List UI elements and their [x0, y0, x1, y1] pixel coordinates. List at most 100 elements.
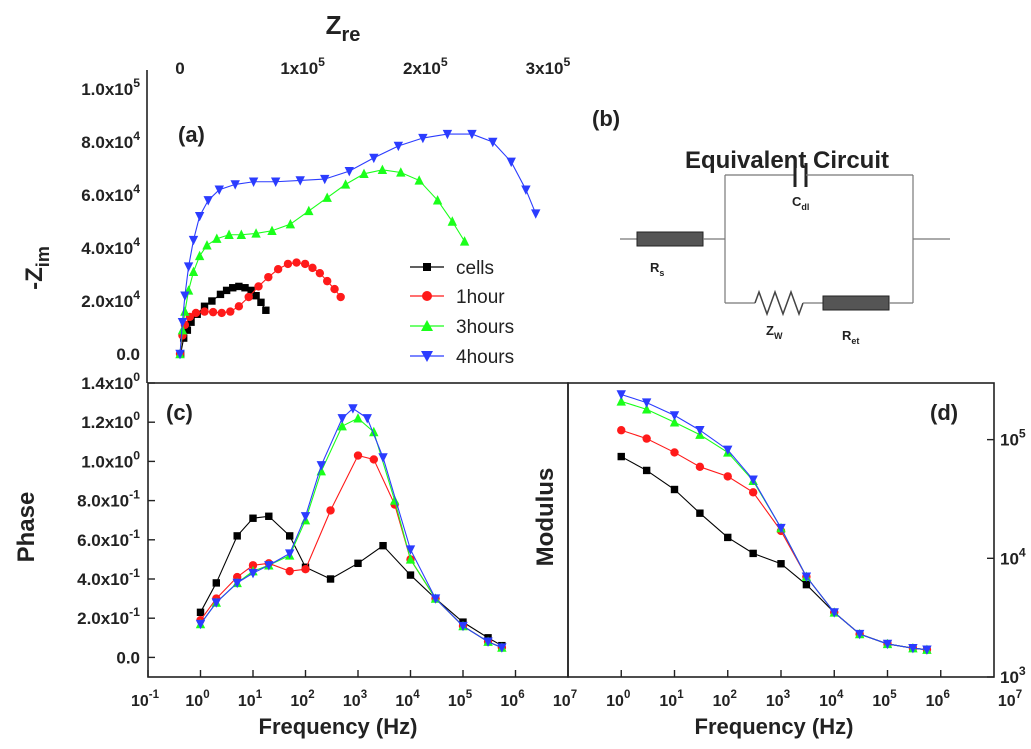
panel-a-point-cells-5	[200, 302, 209, 310]
panel-c-xlabel: Frequency (Hz)	[259, 714, 418, 739]
panel-a-point-3hours-7	[212, 233, 222, 243]
panel-d-xtick-2-base: 10	[713, 693, 731, 710]
panel-c-point-4hours-8	[337, 414, 347, 424]
panel-a-point-4hours-22	[531, 209, 541, 219]
panel-a-point-cells-15	[262, 306, 270, 314]
panel-c-xtick-8: 107	[553, 689, 577, 710]
panel-d-point-4hours-12	[922, 645, 932, 655]
panel-a-point-cells-2	[183, 326, 192, 334]
panel-c-point-cells-9	[379, 541, 387, 550]
panel-d-ytick-1-exp: 4	[1019, 545, 1026, 559]
panel-a-ytick-1-base: 2.0x10	[81, 292, 133, 311]
legend: cells 1hour 3hours 4hours	[410, 258, 514, 368]
panel-d-xtick-2-exp: 2	[730, 689, 736, 701]
panel-d-xtick-0: 100	[606, 689, 630, 710]
circuit-diagram	[620, 163, 950, 317]
panel-c-point-cells-1	[212, 579, 221, 587]
label-rs: Rs	[650, 260, 664, 278]
panel-a-point-4hours-18	[467, 129, 477, 140]
panel-d-xtick-5-exp: 5	[890, 689, 897, 701]
panel-c-xtick-3-base: 10	[290, 693, 308, 710]
warburg-element	[754, 289, 804, 317]
panel-a-point-3hours-8	[224, 229, 234, 239]
legend-label-cells: cells	[456, 258, 494, 279]
panel-c-ytick-2-exp: -1	[129, 566, 140, 580]
panel-a-point-4hours-15	[393, 141, 404, 152]
panel-d-xtick-1-base: 10	[659, 693, 677, 710]
panel-c-point-4hours-0	[195, 619, 206, 630]
panel-c-point-4hours-14	[458, 621, 468, 632]
panel-c-point-4hours-5	[284, 549, 295, 559]
panel-a-xtick-1-exp: 5	[318, 55, 325, 69]
panel-a-point-cells-9	[229, 284, 237, 292]
panel-a-xtick-0: 0	[175, 59, 184, 78]
panel-a-xtick-1-base: 1x10	[280, 59, 318, 78]
panel-d-line-3hours	[621, 400, 927, 651]
panel-a-ytick-3-base: 6.0x10	[81, 186, 133, 205]
panel-d-point-1hour-5	[748, 488, 758, 497]
panel-a-xtick-2: 2x105	[403, 55, 448, 78]
label-ret-sub: et	[851, 336, 859, 346]
legend-label-1hour: 1hour	[456, 287, 505, 308]
panel-a-point-3hours-19	[414, 175, 424, 185]
circuit-title: Equivalent Circuit	[685, 147, 889, 174]
panel-a-point-3hours-10	[251, 228, 261, 238]
panel-a-point-cells-7	[216, 290, 225, 299]
panel-a-ytick-3-exp: 4	[133, 182, 140, 196]
panel-a-point-1hour-12	[264, 272, 273, 282]
panel-a-point-3hours-18	[396, 167, 406, 177]
panel-c-point-4hours-16	[497, 643, 507, 653]
panel-a-point-4hours-13	[344, 166, 354, 177]
panel-d-ytick-1: 104	[1000, 545, 1026, 568]
panel-c-point-3hours-9	[353, 413, 363, 423]
panel-c-xtick-4-base: 10	[343, 693, 361, 710]
panel-a-point-4hours-19	[488, 137, 498, 148]
panel-a-xtick-0-base: 0	[175, 59, 184, 78]
panel-d-xtick-2: 102	[713, 689, 737, 710]
panel-c-point-cells-5	[285, 532, 294, 540]
panel-c-ytick-5: 1.0x100	[81, 448, 140, 471]
panel-c-xtick-2-base: 10	[238, 693, 256, 710]
panel-d-xtick-6-base: 10	[926, 693, 944, 710]
resistor-rs	[636, 231, 704, 247]
panel-d-ytick-0-exp: 3	[1019, 664, 1026, 678]
legend-marker-3hours	[421, 320, 433, 331]
panel-c-xtick-8-base: 10	[553, 693, 571, 710]
panel-d-point-4hours-0	[616, 390, 626, 400]
panel-d-point-cells-4	[724, 533, 732, 542]
panel-c-xtick-4-exp: 3	[361, 689, 367, 701]
panel-a-point-4hours-9	[248, 177, 259, 187]
panel-c-xtick-2-exp: 1	[256, 689, 263, 701]
panel-c-point-4hours-2	[232, 578, 242, 589]
panel-c-point-4hours-1	[211, 598, 222, 608]
panel-d-xtick-6-exp: 6	[943, 689, 949, 701]
panel-a-xtick-2-base: 2x10	[403, 59, 441, 78]
panel-a-point-1hour-9	[234, 302, 244, 311]
panel-a-point-cells-6	[208, 297, 216, 305]
panel-a-point-4hours-17	[442, 129, 453, 140]
panel-d-point-4hours-6	[776, 523, 786, 534]
panel-c-xtick-5-exp: 4	[413, 689, 420, 701]
panel-a-point-3hours-13	[304, 205, 314, 216]
panel-d-ytick-2-exp: 5	[1019, 427, 1026, 441]
panel-c-xtick-6-base: 10	[448, 693, 466, 710]
panel-a-point-1hour-16	[300, 259, 310, 269]
panel-c-point-4hours-3	[248, 568, 258, 579]
panel-c-point-1hour-9	[369, 455, 379, 464]
panel-a-point-3hours-14	[322, 192, 332, 202]
panel-c-ytick-7: 1.4x100	[81, 370, 140, 393]
panel-a-point-4hours-14	[369, 153, 379, 164]
panel-c-xtick-2: 101	[238, 689, 263, 710]
panel-a-point-1hour-21	[336, 292, 345, 302]
panel-d-xtick-0-exp: 0	[624, 689, 630, 701]
panel-a-point-cells-13	[252, 292, 260, 300]
panel-d-point-4hours-4	[723, 445, 733, 456]
panel-c-line-1hour	[200, 454, 503, 649]
label-cdl: Cdl	[792, 194, 809, 212]
panel-c-ytick-2-base: 4.0x10	[77, 570, 129, 589]
panel-d-xtick-5: 105	[872, 689, 897, 710]
panel-d-point-3hours-1	[641, 404, 652, 414]
panel-d-point-cells-5	[749, 549, 757, 558]
panel-c-point-3hours-8	[337, 420, 347, 431]
panel-d-xtick-3: 103	[766, 689, 790, 710]
